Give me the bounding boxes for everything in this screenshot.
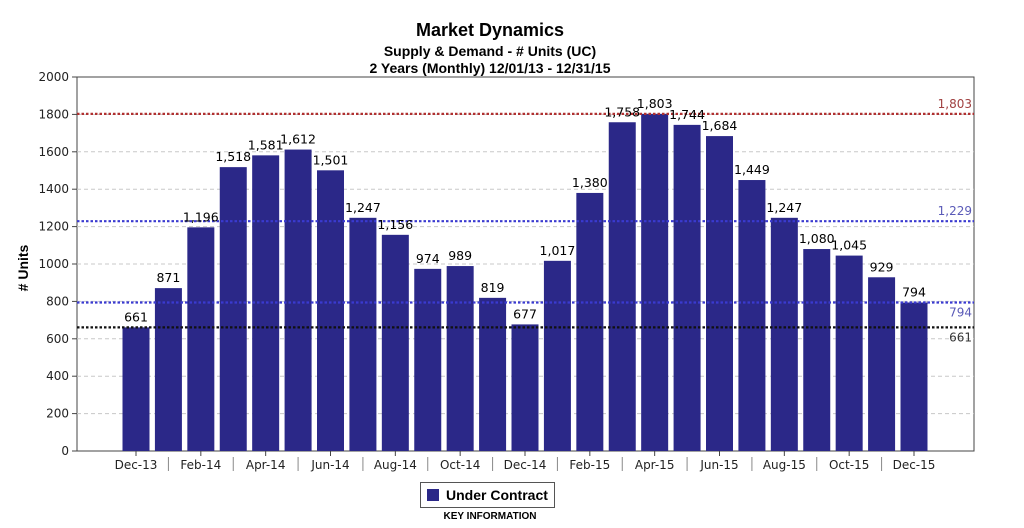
x-tick-label-Feb-15: Feb-15 (569, 458, 610, 472)
data-label-Feb-14: 1,196 (183, 209, 219, 224)
bar-Oct-14 (446, 266, 474, 451)
bar-Feb-15 (576, 192, 604, 451)
x-tick-label-Aug-15: Aug-15 (763, 458, 806, 472)
bar-Dec-15 (900, 302, 928, 451)
bar-Mar-14 (219, 167, 247, 451)
x-tick-label-Feb-14: Feb-14 (180, 458, 221, 472)
y-tick-label-0: 0 (61, 444, 69, 458)
x-tick-label-Aug-14: Aug-14 (374, 458, 417, 472)
y-tick-label-200: 200 (46, 407, 69, 421)
bar-Apr-14 (252, 155, 280, 451)
data-label-Jan-15: 1,017 (540, 243, 576, 258)
bar-Mar-15 (608, 122, 636, 451)
y-tick-label-1200: 1200 (38, 220, 69, 234)
data-label-Mar-15: 1,758 (604, 104, 640, 119)
y-tick-label-1800: 1800 (38, 107, 69, 121)
bar-Jun-15 (706, 136, 733, 452)
data-label-Jul-15: 1,449 (734, 162, 770, 177)
legend-swatch-under-contract (427, 489, 439, 501)
x-tick-label-Dec-14: Dec-14 (504, 458, 547, 472)
bar-Feb-14 (187, 227, 215, 451)
data-label-Jul-14: 1,247 (345, 200, 381, 215)
data-label-Mar-14: 1,518 (215, 149, 251, 164)
y-tick-label-600: 600 (46, 332, 69, 346)
data-label-Aug-15: 1,247 (766, 200, 802, 215)
bar-Dec-14 (511, 324, 539, 451)
data-label-Apr-15: 1,803 (637, 96, 673, 111)
y-tick-label-1400: 1400 (38, 182, 69, 196)
data-label-Apr-14: 1,581 (248, 137, 284, 152)
y-tick-label-2000: 2000 (38, 70, 69, 84)
bar-Jan-15 (543, 260, 571, 451)
x-tick-label-Jun-15: Jun-15 (699, 458, 738, 472)
x-tick-label-Dec-13: Dec-13 (115, 458, 158, 472)
data-label-May-14: 1,612 (280, 132, 316, 147)
data-label-Jun-14: 1,501 (313, 152, 349, 167)
ref-label-last: 794 (949, 306, 972, 320)
bar-Dec-13 (122, 327, 150, 451)
data-label-Jan-14: 871 (156, 270, 180, 285)
data-label-Oct-14: 989 (448, 248, 472, 263)
data-label-Jun-15: 1,684 (702, 118, 738, 133)
bar-May-14 (284, 149, 312, 451)
chart-subtitle: Supply & Demand - # Units (UC) (384, 43, 596, 59)
y-axis-label: # Units (15, 244, 31, 291)
data-label-Dec-14: 677 (513, 306, 537, 321)
bar-May-15 (673, 124, 701, 451)
legend: Under Contract (420, 482, 555, 508)
data-label-Nov-15: 929 (870, 259, 894, 274)
data-label-Feb-15: 1,380 (572, 175, 608, 190)
bar-Nov-15 (868, 277, 896, 451)
data-label-Sep-15: 1,080 (799, 231, 835, 246)
x-tick-label-Apr-14: Apr-14 (246, 458, 286, 472)
data-label-Oct-15: 1,045 (831, 238, 867, 253)
x-tick-label-Jun-14: Jun-14 (310, 458, 349, 472)
legend-key-information: KEY INFORMATION (443, 511, 537, 522)
data-label-May-15: 1,744 (669, 107, 705, 122)
bar-Sep-14 (414, 268, 442, 451)
x-tick-label-Oct-14: Oct-14 (440, 458, 480, 472)
ref-label-average: 1,229 (938, 204, 972, 218)
x-tick-label-Apr-15: Apr-15 (635, 458, 675, 472)
chart-subtitle-dates: 2 Years (Monthly) 12/01/13 - 12/31/15 (370, 60, 611, 76)
bar-Jun-14 (317, 170, 344, 452)
x-tick-label-Oct-15: Oct-15 (829, 458, 869, 472)
bar-Aug-14 (381, 234, 409, 451)
legend-label-under-contract: Under Contract (446, 487, 548, 503)
plot-area: 0 200 400 600 800 1000 1200 1400 1600 1800 2000 1,8… (38, 70, 975, 472)
bar-Oct-15 (835, 255, 863, 451)
bar-Aug-15 (770, 217, 798, 451)
chart-title: Market Dynamics (416, 20, 564, 40)
bar-Apr-15 (641, 113, 669, 452)
y-tick-label-1000: 1000 (38, 257, 69, 271)
data-label-Aug-14: 1,156 (377, 217, 413, 232)
y-tick-label-1600: 1600 (38, 145, 69, 159)
bar-Jul-14 (349, 217, 377, 451)
ref-label-min: 661 (949, 330, 972, 344)
data-label-Dec-13: 661 (124, 309, 148, 324)
x-tick-label-Dec-15: Dec-15 (893, 458, 936, 472)
bar-Nov-14 (479, 297, 507, 451)
data-label-Sep-14: 974 (416, 251, 440, 266)
data-label-Dec-15: 794 (902, 285, 926, 300)
bar-Jul-15 (738, 180, 766, 452)
y-tick-label-400: 400 (46, 369, 69, 383)
ref-label-max: 1,803 (938, 97, 972, 111)
bar-Jan-14 (154, 288, 182, 451)
data-label-Nov-14: 819 (481, 280, 505, 295)
y-tick-label-800: 800 (46, 294, 69, 308)
bar-Sep-15 (803, 249, 831, 451)
